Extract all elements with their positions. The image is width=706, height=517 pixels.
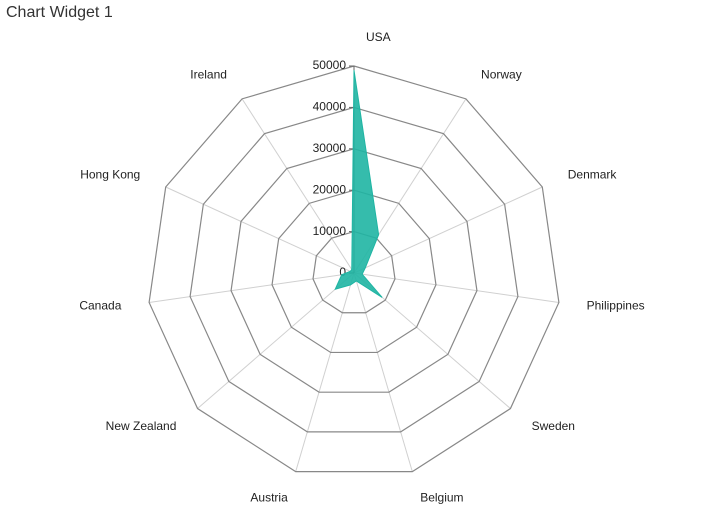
grid-ring bbox=[230, 148, 478, 393]
category-label: Denmark bbox=[568, 168, 618, 182]
radar-area bbox=[334, 70, 383, 298]
grid-ring bbox=[189, 106, 519, 433]
category-label: Canada bbox=[79, 299, 121, 313]
category-label: Norway bbox=[481, 67, 522, 81]
category-label: Belgium bbox=[420, 491, 463, 505]
category-label: Austria bbox=[250, 491, 288, 505]
spoke bbox=[353, 186, 543, 274]
y-tick-label: 0 bbox=[339, 265, 346, 279]
spoke bbox=[197, 272, 355, 409]
spoke bbox=[295, 272, 355, 472]
category-label: Philippines bbox=[587, 299, 645, 313]
y-tick-label: 20000 bbox=[313, 182, 347, 196]
spoke bbox=[353, 272, 559, 303]
y-tick-label: 50000 bbox=[313, 58, 347, 72]
category-label: USA bbox=[366, 30, 391, 44]
spoke bbox=[353, 272, 413, 472]
category-label: Sweden bbox=[532, 419, 575, 433]
y-tick-label: 10000 bbox=[313, 224, 347, 238]
spoke bbox=[149, 272, 355, 303]
grid-ring bbox=[148, 65, 560, 473]
spoke bbox=[241, 98, 355, 274]
spoke bbox=[165, 186, 355, 274]
grid-ring bbox=[271, 189, 437, 354]
category-label: Hong Kong bbox=[80, 168, 140, 182]
y-tick-label: 30000 bbox=[313, 141, 347, 155]
y-tick-label: 40000 bbox=[313, 100, 347, 114]
grid-ring bbox=[312, 230, 396, 314]
category-label: Ireland bbox=[190, 67, 227, 81]
chart-title: Chart Widget 1 bbox=[6, 4, 113, 21]
category-label: New Zealand bbox=[106, 419, 177, 433]
